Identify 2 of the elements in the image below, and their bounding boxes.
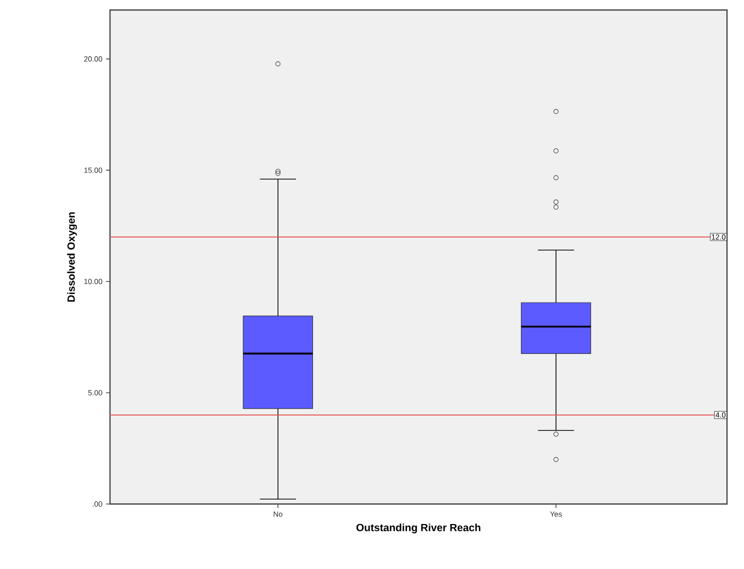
y-axis-title: Dissolved Oxygen (67, 212, 77, 302)
x-axis-title: Outstanding River Reach (356, 524, 480, 534)
